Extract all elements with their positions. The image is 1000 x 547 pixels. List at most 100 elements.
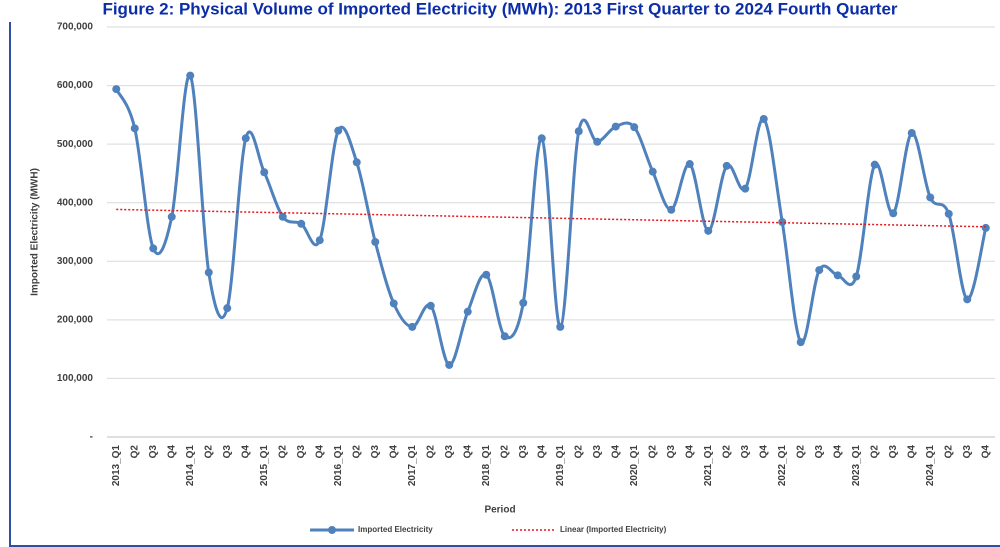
- data-point: [963, 295, 972, 304]
- data-point: [463, 307, 472, 316]
- x-tick-label: Q4: [240, 445, 251, 459]
- x-tick-label: Q3: [518, 445, 529, 459]
- x-tick-label: 2014_Q1: [185, 445, 196, 487]
- x-tick-label: Q3: [888, 445, 899, 459]
- data-point: [889, 209, 898, 218]
- data-point: [167, 212, 176, 221]
- x-tick-label: Q2: [721, 445, 732, 459]
- x-tick-label: Q2: [499, 445, 510, 459]
- x-tick-label: Q4: [684, 445, 695, 459]
- x-tick-label: 2018_Q1: [481, 445, 492, 487]
- x-tick-label: Q2: [573, 445, 584, 459]
- x-tick-label: 2015_Q1: [259, 445, 270, 487]
- data-point: [537, 134, 546, 143]
- data-point: [574, 127, 583, 136]
- x-tick-label: Q4: [166, 445, 177, 459]
- x-tick-label: Q2: [795, 445, 806, 459]
- data-point: [500, 332, 509, 341]
- data-point: [852, 272, 861, 281]
- y-tick-label: 400,000: [57, 197, 94, 208]
- x-tick-label: Q2: [277, 445, 288, 459]
- x-tick-label: Q2: [203, 445, 214, 459]
- x-tick-label: 2022_Q1: [777, 445, 788, 487]
- x-tick-label: Q4: [462, 445, 473, 459]
- x-tick-label: Q3: [444, 445, 455, 459]
- data-point: [149, 244, 158, 253]
- data-point: [944, 209, 953, 218]
- frame: [9, 22, 1000, 547]
- data-point: [648, 167, 657, 176]
- data-point: [759, 114, 768, 123]
- data-point: [667, 205, 676, 214]
- data-point: [778, 218, 787, 227]
- x-tick-label: Q4: [314, 445, 325, 459]
- x-tick-label: Q4: [758, 445, 769, 459]
- y-tick-label: 700,000: [57, 22, 94, 33]
- x-tick-label: Q3: [148, 445, 159, 459]
- data-point: [204, 268, 213, 277]
- data-point: [278, 212, 287, 221]
- x-tick-label: Q3: [222, 445, 233, 459]
- y-axis-title: Imported Electricity (MWH): [30, 168, 41, 296]
- x-tick-label: Q4: [980, 445, 991, 459]
- y-tick-label: 200,000: [57, 314, 94, 325]
- legend-label: Linear (Imported Electricity): [560, 525, 667, 534]
- data-point: [685, 160, 694, 169]
- x-tick-label: 2016_Q1: [333, 445, 344, 487]
- data-point: [297, 219, 306, 228]
- x-tick-label: Q4: [610, 445, 621, 459]
- data-point: [815, 266, 824, 275]
- x-tick-label: Q3: [740, 445, 751, 459]
- data-point: [741, 184, 750, 193]
- data-point: [371, 237, 380, 246]
- data-point: [260, 168, 269, 177]
- data-point: [870, 160, 879, 169]
- data-point: [334, 126, 343, 135]
- x-tick-label: Q4: [536, 445, 547, 459]
- data-point: [981, 223, 990, 232]
- y-tick-label: -: [90, 432, 93, 443]
- data-point: [519, 298, 528, 307]
- data-point: [315, 236, 324, 245]
- x-tick-label: Q2: [425, 445, 436, 459]
- x-tick-label: Q3: [666, 445, 677, 459]
- data-point: [722, 161, 731, 170]
- x-tick-label: Q3: [962, 445, 973, 459]
- x-tick-label: 2021_Q1: [703, 445, 714, 487]
- data-point: [130, 124, 139, 133]
- data-point: [630, 123, 639, 132]
- x-tick-label: Q4: [906, 445, 917, 459]
- x-tick-label: Q3: [296, 445, 307, 459]
- x-tick-label: Q3: [814, 445, 825, 459]
- data-point: [112, 85, 121, 94]
- trendline: [116, 208, 986, 228]
- data-point: [926, 193, 935, 202]
- x-tick-label: 2013_Q1: [111, 445, 122, 487]
- y-tick-label: 300,000: [57, 256, 94, 267]
- legend-label: Imported Electricity: [358, 525, 433, 534]
- data-point: [223, 304, 232, 313]
- data-point: [445, 360, 454, 369]
- x-tick-label: Q2: [129, 445, 140, 459]
- data-point: [186, 71, 195, 80]
- data-point: [907, 129, 916, 138]
- x-tick-label: Q4: [388, 445, 399, 459]
- x-tick-label: Q2: [943, 445, 954, 459]
- data-point: [833, 271, 842, 280]
- chart-title: Figure 2: Physical Volume of Imported El…: [102, 0, 897, 18]
- x-tick-label: 2019_Q1: [555, 445, 566, 487]
- y-tick-label: 600,000: [57, 80, 94, 91]
- x-tick-label: 2020_Q1: [629, 445, 640, 487]
- data-point: [796, 338, 805, 347]
- x-tick-label: Q4: [832, 445, 843, 459]
- y-tick-label: 100,000: [57, 373, 94, 384]
- data-point: [389, 299, 398, 308]
- x-tick-label: 2024_Q1: [925, 445, 936, 487]
- data-point: [352, 158, 361, 167]
- x-tick-label: 2017_Q1: [407, 445, 418, 487]
- data-point: [426, 301, 435, 310]
- x-tick-label: Q2: [351, 445, 362, 459]
- data-point: [556, 322, 565, 331]
- x-tick-label: 2023_Q1: [851, 445, 862, 487]
- series-line: [114, 74, 988, 367]
